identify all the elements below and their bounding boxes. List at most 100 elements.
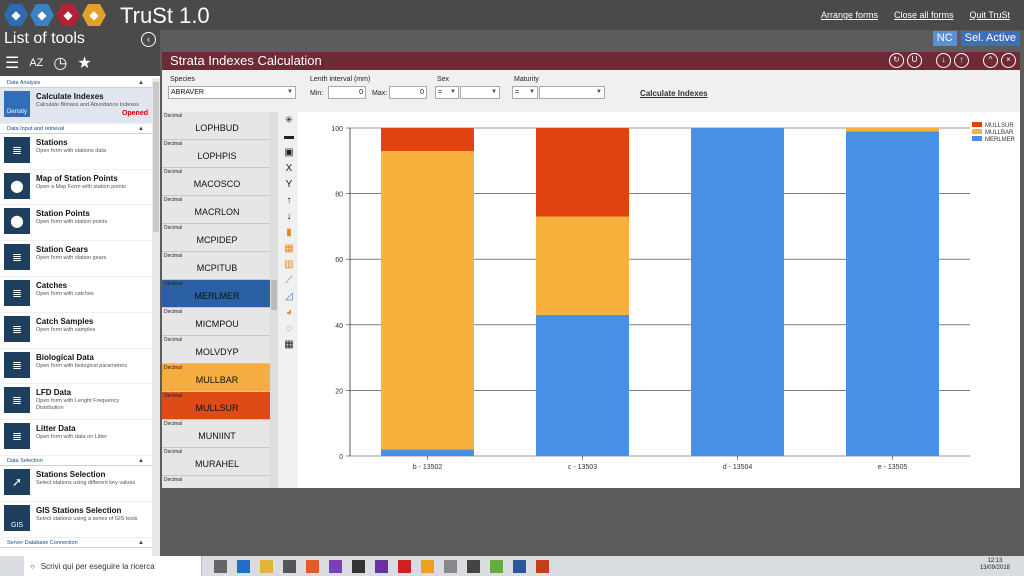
species-item-selected[interactable]: Decimal MERLMER [162,280,272,308]
taskbar-search[interactable]: ○ Scrivi qui per eseguire la ricerca [24,556,202,576]
close-icon[interactable]: × [1001,53,1016,68]
arrow-down-icon[interactable]: ↓ [936,53,951,68]
sidebar-scrollbar[interactable] [152,78,160,556]
section-header-data-input[interactable]: Data Input and retrieval ▲ [0,124,152,134]
nc-badge[interactable]: NC [932,31,957,46]
grouped-bar-icon[interactable]: ▥ [284,259,294,270]
excel-export-icon[interactable]: X [285,163,293,174]
max-length-input[interactable]: 0 [389,86,427,99]
species-item[interactable]: Decimal LOPHBUD [162,112,272,140]
filter-y-icon[interactable]: Y [285,179,293,190]
tool-map-station-points[interactable]: ⬤ Map of Station Points Open a Map Form … [0,170,152,206]
word-icon[interactable] [513,559,526,573]
species-item[interactable]: Decimal MCPIDEP [162,224,272,252]
tool-catch-samples[interactable]: ≣ Catch Samples Open form with samples [0,313,152,349]
store-icon[interactable] [283,559,296,573]
magnet-icon[interactable]: U [907,53,922,68]
move-up-icon[interactable]: ↑ [286,195,292,206]
sex-operator-select[interactable]: = ▼ [435,86,459,99]
tool-lfd-data[interactable]: ≣ LFD Data Open form with Lenght Frequen… [0,384,152,421]
vs-code-icon[interactable] [375,559,388,573]
species-item-selected[interactable]: Decimal MULLSUR [162,392,272,420]
maturity-value-select[interactable]: ▼ [539,86,605,99]
tool-catches[interactable]: ≣ Catches Open form with catches [0,277,152,313]
firefox-icon[interactable] [306,559,319,573]
app-icon[interactable] [490,559,503,573]
app-icon[interactable] [467,559,480,573]
area-chart-icon[interactable]: ◿ [285,291,293,302]
min-length-input[interactable]: 0 [328,86,366,99]
scrollbar-thumb[interactable] [153,82,159,232]
section-header-data-selection[interactable]: Data Selection ▲ [0,456,152,466]
tool-litter-data[interactable]: ≣ Litter Data Open form with data on Lit… [0,420,152,456]
list-view-icon[interactable]: ☰ [5,55,20,72]
recent-clock-icon[interactable]: ◷ [53,55,68,72]
species-item[interactable]: Decimal MACRLON [162,196,272,224]
species-select[interactable]: ABRAVER ▼ [168,86,296,99]
tool-station-gears[interactable]: ≣ Station Gears Open form with station g… [0,241,152,277]
species-item[interactable]: Decimal MACOSCO [162,168,272,196]
species-scrollbar[interactable] [270,112,278,488]
refresh-icon[interactable]: ↻ [889,53,904,68]
loading-spinner-icon[interactable]: ✳ [284,115,294,126]
collapse-caret-icon[interactable]: ▲ [138,80,144,86]
quit-link[interactable]: Quit TruSt [969,10,1010,20]
visual-studio-icon[interactable] [329,559,342,573]
collapse-sidebar-icon[interactable]: ‹ [141,32,156,47]
chrome-icon[interactable] [421,559,434,573]
collapse-caret-icon[interactable]: ▲ [138,125,144,132]
calculate-indexes-link[interactable]: Calculate Indexes [640,89,708,98]
move-down-icon[interactable]: ↓ [286,211,292,222]
sort-az-icon[interactable]: AZ [29,57,44,69]
mail-icon[interactable] [352,559,365,573]
species-item[interactable]: Decimal MCPITUB [162,252,272,280]
stacked-bar-icon[interactable]: ▦ [284,243,294,254]
y-tick-label: 0 [339,454,343,461]
tool-calculate-indexes[interactable]: Density Calculate Indexes Calculate Bima… [0,88,152,124]
bar-chart-icon[interactable]: ▮ [286,227,292,238]
line-chart-icon[interactable]: ⟋ [285,275,293,286]
app-icon[interactable] [444,559,457,573]
species-item[interactable]: Decimal MOLVDYP [162,336,272,364]
maturity-operator-select[interactable]: = ▼ [512,86,538,99]
species-item[interactable]: Decimal MUNIINT [162,420,272,448]
access-icon[interactable] [398,559,411,573]
collapse-caret-icon[interactable]: ▲ [138,539,144,546]
selection-active-badge[interactable]: Sel. Active [960,31,1020,46]
tool-stations-selection[interactable]: ➚ Stations Selection Select stations usi… [0,466,152,502]
close-all-forms-link[interactable]: Close all forms [893,10,954,20]
task-view-icon[interactable] [214,559,227,573]
section-header-server-db[interactable]: Server Database Connection ▲ [0,538,152,548]
system-clock[interactable]: 12:13 13/09/2018 [980,558,1010,572]
section-header-data-analysis[interactable]: Data Analysis ▲ [0,78,152,88]
species-item[interactable]: Decimal MURAHEL [162,448,272,476]
arrange-forms-link[interactable]: Arrange forms [820,10,878,20]
open-folder-icon[interactable]: ▬ [284,131,294,142]
tool-gis-stations-selection[interactable]: GIS GIS Stations Selection Select statio… [0,502,152,538]
tool-biological-data[interactable]: ≣ Biological Data Open form with biologi… [0,349,152,385]
edge-icon[interactable] [237,559,250,573]
species-item-selected[interactable]: Decimal MULLBAR [162,364,272,392]
collapse-caret-icon[interactable]: ▲ [138,457,144,464]
tool-station-points[interactable]: ⬤ Station Points Open form with station … [0,205,152,242]
pie-chart-icon[interactable]: ◕ [285,307,293,318]
donut-chart-icon[interactable]: ◌ [286,323,292,334]
arrow-up-icon[interactable]: ↑ [954,53,969,68]
tools-sidebar: List of tools ‹ ☰ AZ ◷ ★ Data Analysis ▲ … [0,30,160,556]
species-item[interactable]: Decimal LOPHPIS [162,140,272,168]
chevron-down-icon: ▼ [596,89,602,95]
species-item[interactable]: Decimal MICMPOU [162,308,272,336]
map-pin-icon: ⬤ [4,172,30,199]
sex-value-select[interactable]: ▼ [460,86,500,99]
save-icon[interactable]: ▣ [284,147,294,158]
favorites-star-icon[interactable]: ★ [77,55,92,72]
file-explorer-icon[interactable] [260,559,273,573]
taskbar-apps [214,559,549,573]
grid-table-icon[interactable]: ▦ [284,339,294,350]
powerpoint-icon[interactable] [536,559,549,573]
tool-stations[interactable]: ≣ Stations Open form with stations data [0,134,152,170]
app-title: TruSt 1.0 [120,3,210,28]
species-item[interactable]: Decimal [162,476,272,488]
minimize-icon[interactable]: ^ [983,53,998,68]
scrollbar-thumb[interactable] [271,280,277,310]
